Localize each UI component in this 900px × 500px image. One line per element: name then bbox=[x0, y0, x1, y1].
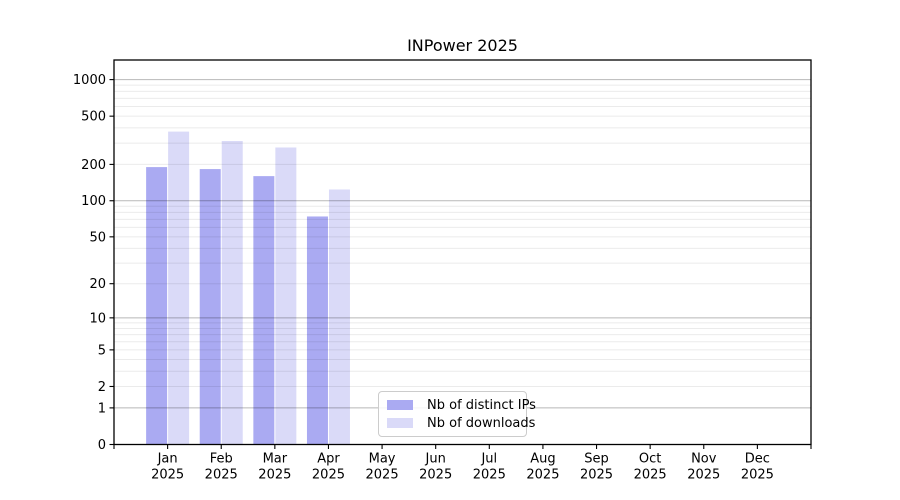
x-tick-label-year: 2025 bbox=[473, 468, 506, 483]
x-tick-label-month: Jul bbox=[480, 452, 497, 467]
x-tick-label-month: Aug bbox=[530, 452, 555, 467]
x-tick-label-month: Dec bbox=[745, 452, 770, 467]
y-tick-label: 0 bbox=[98, 438, 106, 453]
y-tick-label: 200 bbox=[81, 158, 106, 173]
legend-item-distinct-ips: Nb of distinct IPs bbox=[387, 397, 536, 413]
x-tick-label-month: Nov bbox=[691, 452, 717, 467]
x-tick-label-month: Sep bbox=[584, 452, 609, 467]
y-tick-label: 10 bbox=[89, 311, 106, 326]
x-tick-label-month: May bbox=[369, 452, 396, 467]
bar-distinct-ips-jan bbox=[146, 167, 168, 445]
chart-title: INPower 2025 bbox=[407, 36, 518, 55]
x-tick-label-year: 2025 bbox=[526, 468, 559, 483]
y-tick-label: 5 bbox=[98, 343, 106, 358]
x-tick-label-year: 2025 bbox=[634, 468, 667, 483]
x-tick-label-year: 2025 bbox=[741, 468, 774, 483]
x-tick-label-year: 2025 bbox=[580, 468, 613, 483]
y-tick-label: 100 bbox=[81, 194, 106, 209]
legend-label-distinct-ips: Nb of distinct IPs bbox=[427, 397, 536, 413]
bar-distinct-ips-mar bbox=[253, 176, 275, 445]
bar-downloads-feb bbox=[221, 141, 243, 445]
y-tick-label: 1 bbox=[98, 401, 106, 416]
x-tick-label-year: 2025 bbox=[366, 468, 399, 483]
x-tick-label-month: Jun bbox=[425, 452, 446, 467]
bar-distinct-ips-feb bbox=[199, 169, 221, 445]
x-tick-label-year: 2025 bbox=[205, 468, 238, 483]
legend-item-downloads: Nb of downloads bbox=[387, 415, 535, 431]
legend-swatch-distinct-ips bbox=[387, 400, 413, 410]
y-tick-label: 2 bbox=[98, 380, 106, 395]
y-tick-label: 500 bbox=[81, 110, 106, 125]
legend: Nb of distinct IPs Nb of downloads bbox=[378, 391, 536, 437]
x-tick-label-year: 2025 bbox=[687, 468, 720, 483]
x-tick-label-year: 2025 bbox=[419, 468, 452, 483]
bar-downloads-jan bbox=[168, 131, 190, 445]
x-tick-label-month: Oct bbox=[639, 452, 661, 467]
bar-downloads-apr bbox=[328, 189, 350, 445]
x-tick-label-month: Feb bbox=[210, 452, 233, 467]
x-tick-label-year: 2025 bbox=[151, 468, 184, 483]
plot-border bbox=[113, 59, 812, 446]
legend-swatch-downloads bbox=[387, 418, 413, 428]
x-tick-label-year: 2025 bbox=[312, 468, 345, 483]
y-tick-label: 50 bbox=[89, 230, 106, 245]
y-tick-label: 20 bbox=[89, 277, 106, 292]
y-tick-label: 1000 bbox=[73, 73, 106, 88]
bar-distinct-ips-apr bbox=[306, 216, 328, 445]
bar-downloads-mar bbox=[275, 147, 297, 445]
x-tick-label-month: Jan bbox=[157, 452, 178, 467]
legend-label-downloads: Nb of downloads bbox=[427, 415, 536, 431]
x-tick-label-year: 2025 bbox=[258, 468, 291, 483]
x-tick-label-month: Mar bbox=[263, 452, 288, 467]
x-tick-label-month: Apr bbox=[317, 452, 340, 467]
